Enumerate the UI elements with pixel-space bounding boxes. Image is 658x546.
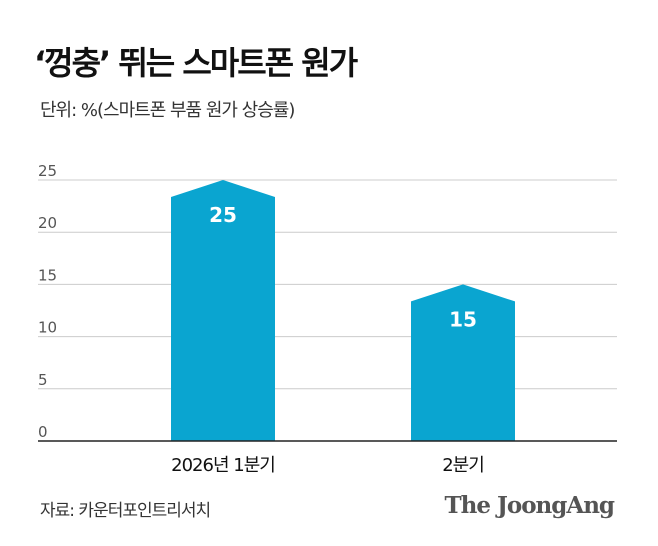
y-tick-label: 5 [38,371,48,389]
y-tick-label: 0 [38,423,48,441]
source-note: 자료: 카운터포인트리서치 [40,501,211,521]
data-label: 25 [209,203,237,227]
data-label: 15 [449,307,477,331]
y-tick-label: 15 [38,266,57,284]
y-tick-label: 25 [38,162,57,180]
bar [171,180,275,441]
y-tick-label: 20 [38,214,57,232]
x-category-label: 2026년 1분기 [171,455,275,476]
bar [411,284,515,441]
chart-subtitle: 단위: %(스마트폰 부품 원가 상승률) [40,100,295,121]
x-category-label: 2분기 [442,455,484,476]
chart-title: ‘껑충’ 뛰는 스마트폰 원가 [34,44,358,82]
publisher-logo: The JoongAng [444,492,615,519]
y-tick-label: 10 [38,319,57,337]
